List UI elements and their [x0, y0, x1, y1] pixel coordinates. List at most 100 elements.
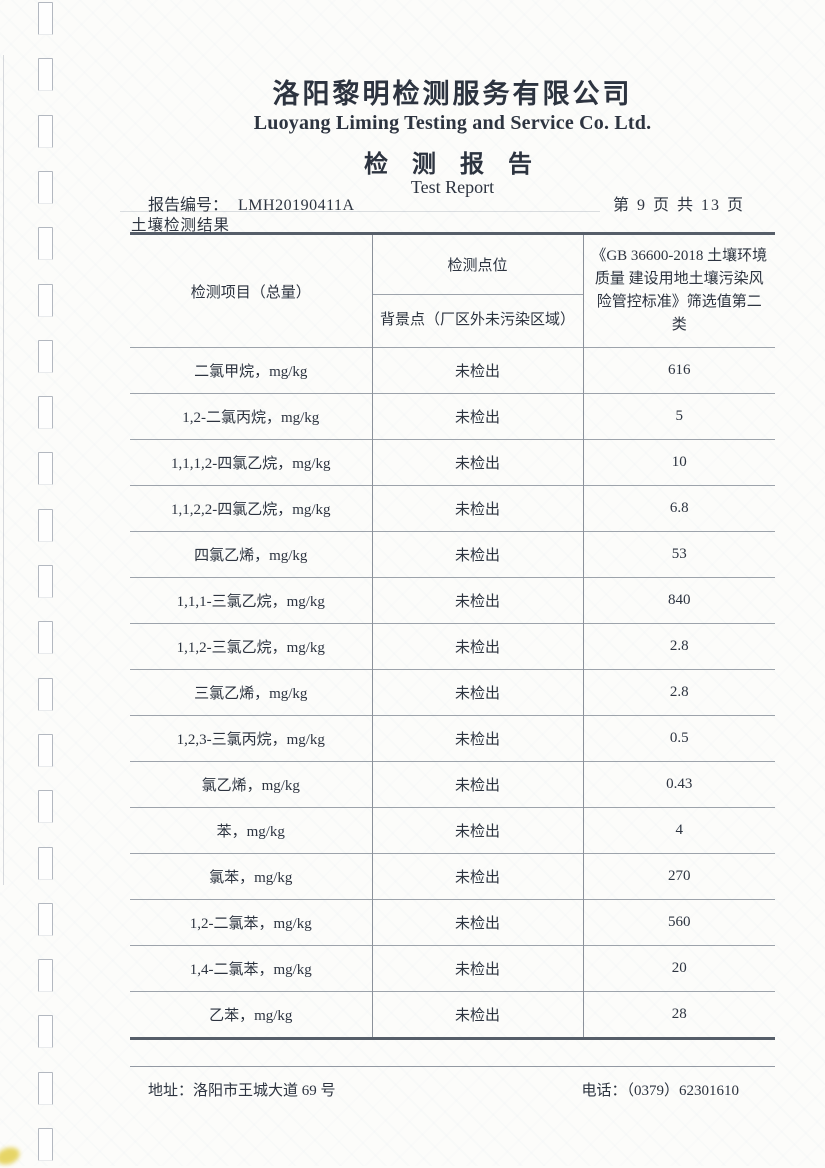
binding-hole: [38, 959, 53, 993]
binding-hole: [38, 508, 53, 542]
result-cell: 未检出: [371, 347, 584, 394]
binding-hole: [38, 452, 53, 486]
result-cell: 未检出: [371, 439, 584, 486]
page-edge-line: [3, 55, 4, 885]
table-row: 苯，mg/kg 未检出 4: [130, 807, 775, 854]
limit-cell: 53: [583, 531, 775, 578]
report-title-en: Test Report: [410, 177, 495, 197]
page-indicator: 第 9 页 共 13 页: [612, 197, 745, 214]
binding-hole: [38, 2, 53, 35]
binding-hole: [38, 677, 53, 711]
binding-hole: [38, 283, 53, 317]
phone-label: 电话：: [581, 1083, 627, 1099]
phone-line: 电话：（0379）62301610: [581, 1079, 775, 1100]
table-row: 氯乙烯，mg/kg 未检出 0.43: [130, 761, 775, 808]
limit-cell: 4: [583, 807, 775, 854]
binding-hole: [38, 1128, 53, 1161]
address-label: 地址：: [148, 1083, 194, 1099]
result-cell: 未检出: [371, 393, 584, 440]
table-header-row-1: 检测项目（总量） 检测点位 《GB 36600-2018 土壤环境质量 建设用地…: [130, 233, 775, 333]
report-meta-row: 报告编号： LMH20190411A 第 9 页 共 13 页: [130, 191, 775, 215]
table-row: 氯苯，mg/kg 未检出 270: [130, 853, 775, 900]
item-cell: 1,4-二氯苯，mg/kg: [130, 945, 372, 992]
binding-hole: [38, 58, 53, 92]
result-cell: 未检出: [371, 853, 584, 900]
limit-cell: 2.8: [583, 623, 775, 670]
results-body: 检测项目（总量） 检测点位 《GB 36600-2018 土壤环境质量 建设用地…: [130, 233, 775, 1039]
item-cell: 1,2-二氯苯，mg/kg: [130, 899, 372, 946]
binding-hole: [38, 1015, 53, 1049]
binding-hole: [38, 790, 53, 824]
binding-hole: [38, 170, 53, 204]
binding-hole: [38, 902, 53, 936]
limit-cell: 10: [583, 439, 775, 486]
header-standard-column: 《GB 36600-2018 土壤环境质量 建设用地土壤污染风险管控标准》筛选值…: [591, 247, 768, 334]
page-footer: 地址：洛阳市王城大道 69 号 电话：（0379）62301610: [130, 1079, 775, 1100]
result-cell: 未检出: [371, 945, 584, 992]
binding-hole: [38, 621, 53, 655]
result-cell: 未检出: [371, 485, 584, 532]
report-title-cn: 检 测 报 告: [364, 152, 541, 178]
item-cell: 氯苯，mg/kg: [130, 853, 372, 900]
binding-holes: [0, 0, 70, 1166]
result-cell: 未检出: [371, 715, 584, 762]
item-cell: 1,1,2-三氯乙烷，mg/kg: [130, 623, 372, 670]
company-name-en: Luoyang Liming Testing and Service Co. L…: [253, 112, 652, 134]
table-row: 四氯乙烯，mg/kg 未检出 53: [130, 531, 775, 578]
table-row: 1,1,2,2-四氯乙烷，mg/kg 未检出 6.8: [130, 485, 775, 532]
table-row: 二氯甲烷，mg/kg 未检出 616: [130, 347, 775, 394]
limit-cell: 6.8: [583, 485, 775, 532]
binding-hole: [38, 1071, 53, 1105]
item-cell: 二氯甲烷，mg/kg: [130, 347, 372, 394]
limit-cell: 0.5: [583, 715, 775, 762]
result-cell: 未检出: [371, 577, 584, 624]
limit-cell: 5: [583, 393, 775, 440]
table-row: 1,2-二氯苯，mg/kg 未检出 560: [130, 899, 775, 946]
item-cell: 1,1,2,2-四氯乙烷，mg/kg: [130, 485, 372, 532]
item-cell: 四氯乙烯，mg/kg: [130, 531, 372, 578]
table-row: 1,2,3-三氯丙烷，mg/kg 未检出 0.5: [130, 715, 775, 762]
footer-divider: [130, 1066, 775, 1067]
binding-hole: [38, 396, 53, 430]
binding-hole: [38, 227, 53, 261]
section-title: 土壤检测结果: [131, 217, 231, 234]
table-header-row-2: 背景点（厂区外未污染区域）: [130, 294, 775, 348]
company-name-cn: 洛阳黎明检测服务有限公司: [272, 79, 633, 109]
table-row: 1,2-二氯丙烷，mg/kg 未检出 5: [130, 393, 775, 440]
result-cell: 未检出: [371, 761, 584, 808]
limit-cell: 616: [583, 347, 775, 394]
header-item-column: 检测项目（总量）: [190, 284, 311, 301]
table-row: 1,1,1-三氯乙烷，mg/kg 未检出 840: [130, 577, 775, 624]
binding-hole: [38, 733, 53, 767]
binding-hole: [38, 846, 53, 880]
report-number: 报告编号： LMH20190411A: [130, 191, 355, 215]
limit-cell: 840: [583, 577, 775, 624]
soil-results-table: 检测项目（总量） 检测点位 《GB 36600-2018 土壤环境质量 建设用地…: [130, 232, 775, 1040]
table-row: 乙苯，mg/kg 未检出 28: [130, 991, 775, 1039]
table-row: 1,4-二氯苯，mg/kg 未检出 20: [130, 945, 775, 992]
limit-cell: 0.43: [583, 761, 775, 808]
binding-hole: [38, 339, 53, 373]
table-row: 三氯乙烯，mg/kg 未检出 2.8: [130, 669, 775, 716]
header-point-subcolumn: 背景点（厂区外未污染区域）: [371, 294, 584, 348]
result-cell: 未检出: [371, 669, 584, 716]
result-cell: 未检出: [371, 991, 584, 1039]
binding-hole: [38, 114, 53, 148]
item-cell: 1,2,3-三氯丙烷，mg/kg: [130, 715, 372, 762]
result-cell: 未检出: [371, 531, 584, 578]
limit-cell: 2.8: [583, 669, 775, 716]
address-value: 洛阳市王城大道 69 号: [193, 1083, 336, 1099]
result-cell: 未检出: [371, 807, 584, 854]
item-cell: 1,1,1,2-四氯乙烷，mg/kg: [130, 439, 372, 486]
table-row: 1,1,1,2-四氯乙烷，mg/kg 未检出 10: [130, 439, 775, 486]
limit-cell: 20: [583, 945, 775, 992]
item-cell: 1,2-二氯丙烷，mg/kg: [130, 393, 372, 440]
report-number-value: LMH20190411A: [238, 197, 355, 214]
item-cell: 苯，mg/kg: [130, 807, 372, 854]
binding-hole: [38, 565, 53, 598]
item-cell: 氯乙烯，mg/kg: [130, 761, 372, 808]
result-cell: 未检出: [371, 623, 584, 670]
report-number-label: 报告编号：: [148, 197, 229, 214]
result-cell: 未检出: [371, 899, 584, 946]
limit-cell: 270: [583, 853, 775, 900]
